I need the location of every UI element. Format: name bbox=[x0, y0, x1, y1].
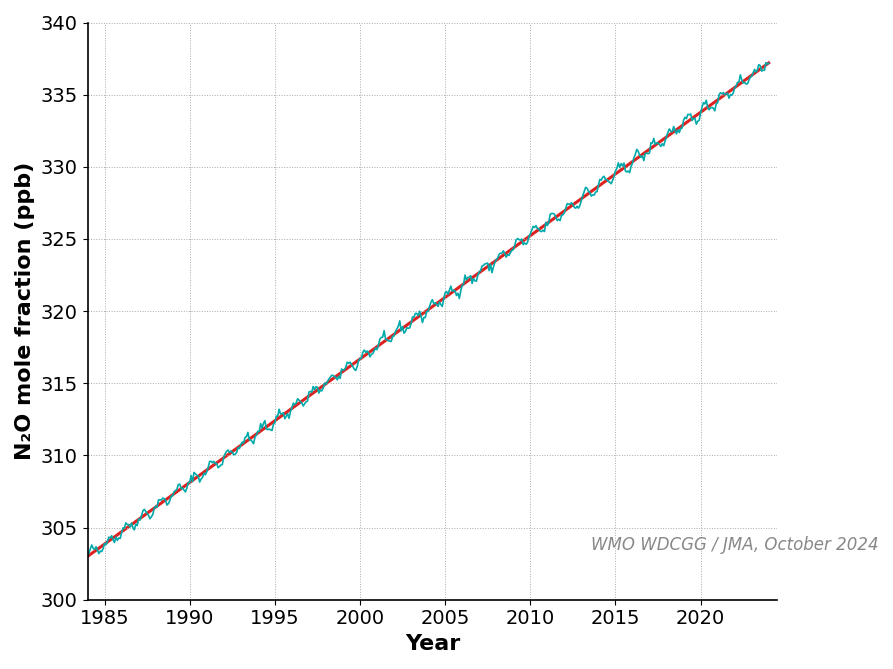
X-axis label: Year: Year bbox=[405, 634, 460, 654]
Text: WMO WDCGG / JMA, October 2024: WMO WDCGG / JMA, October 2024 bbox=[591, 536, 879, 553]
Y-axis label: N₂O mole fraction (ppb): N₂O mole fraction (ppb) bbox=[15, 162, 35, 460]
